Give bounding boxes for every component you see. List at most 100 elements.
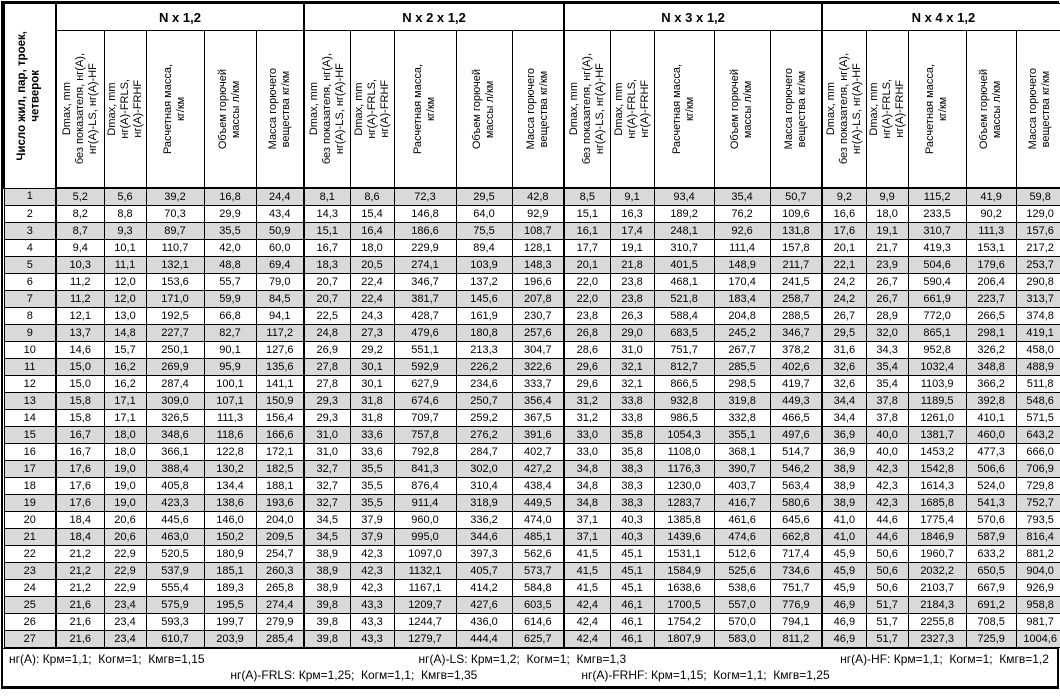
value-cell: 38,9 (821, 477, 867, 495)
value-cell: 1244,7 (393, 613, 457, 631)
value-cell: 122,8 (203, 443, 257, 461)
value-cell: 573,7 (511, 562, 565, 580)
value-cell: 374,8 (1015, 307, 1060, 325)
group-header-nx4x12: N x 4 x 1,2 (821, 3, 1060, 31)
value-cell: 51,7 (865, 613, 909, 631)
value-cell: 414,2 (455, 579, 513, 597)
value-cell: 876,4 (393, 477, 457, 495)
value-cell: 911,4 (393, 494, 457, 512)
value-cell: 525,6 (713, 562, 771, 580)
value-cell: 32,7 (303, 460, 351, 478)
value-cell: 587,9 (965, 528, 1017, 546)
value-cell: 21,2 (55, 579, 105, 597)
row-number-cell: 27 (3, 630, 57, 648)
value-cell: 571,5 (1015, 409, 1060, 427)
value-cell: 189,3 (203, 579, 257, 597)
value-cell: 229,9 (393, 239, 457, 257)
value-cell: 18,4 (55, 528, 105, 546)
note-ng-a: нг(А): Крм=1,1; Когм=1; Кмгв=1,15 (9, 652, 205, 666)
value-cell: 16,7 (55, 443, 105, 461)
value-cell: 186,6 (393, 222, 457, 240)
value-cell: 115,2 (907, 187, 967, 206)
value-cell: 378,2 (769, 341, 823, 359)
value-cell: 19,1 (865, 222, 909, 240)
row-number-cell: 14 (3, 409, 57, 427)
value-cell: 309,0 (145, 392, 205, 410)
value-cell: 23,8 (609, 273, 655, 291)
value-cell: 466,5 (769, 409, 823, 427)
value-cell: 18,0 (103, 426, 147, 444)
value-cell: 55,7 (203, 273, 257, 291)
value-cell: 35,5 (349, 460, 395, 478)
value-cell: 31,8 (349, 409, 395, 427)
value-cell: 24,4 (255, 187, 305, 206)
value-cell: 20,1 (563, 256, 611, 274)
value-cell: 43,3 (349, 596, 395, 614)
value-cell: 23,8 (563, 307, 611, 325)
value-cell: 179,6 (965, 256, 1017, 274)
value-cell: 27,3 (349, 324, 395, 342)
row-number-cell: 21 (3, 528, 57, 546)
value-cell: 279,9 (255, 613, 305, 631)
value-cell: 45,9 (821, 579, 867, 597)
value-cell: 14,3 (303, 205, 351, 223)
value-cell: 17,6 (55, 460, 105, 478)
value-cell: 182,5 (255, 460, 305, 478)
value-cell: 38,3 (609, 460, 655, 478)
row-number-cell: 25 (3, 596, 57, 614)
value-cell: 37,8 (865, 392, 909, 410)
value-cell: 110,7 (145, 239, 205, 257)
value-cell: 15,0 (55, 358, 105, 376)
value-cell: 34,3 (865, 341, 909, 359)
value-cell: 207,8 (511, 290, 565, 308)
value-cell: 541,3 (965, 494, 1017, 512)
value-cell: 423,3 (145, 494, 205, 512)
value-cell: 14,6 (55, 341, 105, 359)
table-row: 8 12,1 13,0 192,5 66,8 94,1 22,5 24,3 428,7 161,9… (3, 307, 1060, 325)
row-number-cell: 1 (3, 187, 57, 206)
value-cell: 45,9 (821, 545, 867, 563)
value-cell: 234,6 (455, 375, 513, 393)
value-cell: 1531,1 (653, 545, 715, 563)
value-cell: 26,9 (303, 341, 351, 359)
value-cell: 180,9 (203, 545, 257, 563)
value-cell: 332,8 (713, 409, 771, 427)
value-cell: 570,6 (965, 511, 1017, 529)
value-cell: 128,1 (511, 239, 565, 257)
value-cell: 259,2 (455, 409, 513, 427)
value-cell: 34,5 (303, 511, 351, 529)
value-cell: 397,3 (455, 545, 513, 563)
value-cell: 148,3 (511, 256, 565, 274)
value-cell: 193,6 (255, 494, 305, 512)
value-cell: 153,1 (965, 239, 1017, 257)
value-cell: 474,6 (713, 528, 771, 546)
value-cell: 588,4 (653, 307, 715, 325)
value-cell: 108,7 (511, 222, 565, 240)
value-cell: 449,5 (511, 494, 565, 512)
value-cell: 18,3 (303, 256, 351, 274)
value-cell: 50,6 (865, 545, 909, 563)
row-number-cell: 23 (3, 562, 57, 580)
value-cell: 34,4 (821, 392, 867, 410)
value-cell: 952,8 (907, 341, 967, 359)
group-header-nx2x12: N x 2 x 1,2 (303, 3, 565, 31)
value-cell: 66,8 (203, 307, 257, 325)
row-number-cell: 5 (3, 256, 57, 274)
col-header-dmax-base: Dmax, mm без показателя, нг(А), нг(А)-LS… (303, 30, 351, 189)
value-cell: 137,2 (455, 273, 513, 291)
value-cell: 348,8 (965, 358, 1017, 376)
table-row: 20 18,4 20,6 445,6 146,0 204,0 34,5 37,9 960,0 33… (3, 511, 1060, 529)
value-cell: 28,9 (865, 307, 909, 325)
value-cell: 41,5 (563, 545, 611, 563)
value-cell: 16,6 (821, 205, 867, 223)
value-cell: 38,9 (303, 545, 351, 563)
value-cell: 32,0 (865, 324, 909, 342)
value-cell: 34,8 (563, 494, 611, 512)
value-cell: 729,8 (1015, 477, 1060, 495)
value-cell: 8,6 (349, 187, 395, 206)
value-cell: 22,4 (349, 290, 395, 308)
value-cell: 45,1 (609, 579, 655, 597)
value-cell: 204,8 (713, 307, 771, 325)
value-cell: 683,5 (653, 324, 715, 342)
value-cell: 445,6 (145, 511, 205, 529)
